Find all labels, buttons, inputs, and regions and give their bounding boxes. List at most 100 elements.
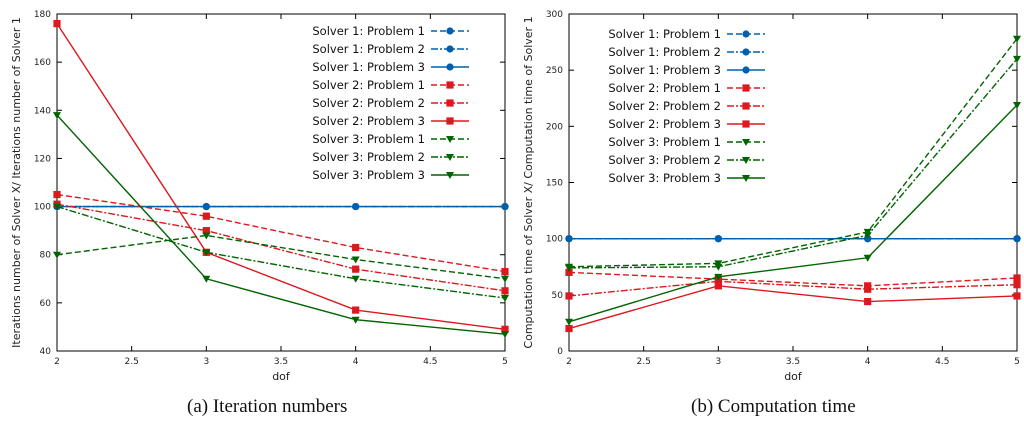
data-point: [565, 268, 573, 276]
series-line: [568, 285, 1018, 330]
y-tick-label: 60: [40, 299, 52, 309]
data-point: [714, 235, 722, 243]
x-tick-label: 4: [865, 357, 871, 367]
legend-marker: [742, 66, 750, 74]
legend-marker: [742, 48, 750, 56]
data-point: [53, 112, 61, 120]
x-tick-label: 5: [502, 357, 508, 367]
x-tick-label: 2.5: [125, 357, 139, 367]
y-tick-label: 0: [557, 347, 563, 357]
x-tick-label: 2: [566, 357, 572, 367]
legend-marker: [446, 81, 454, 89]
legend: Solver 1: Problem 1 Solver 1: Problem 2 So…: [608, 27, 765, 185]
legend-label: Solver 3: Problem 3: [312, 168, 425, 182]
legend-marker: [446, 136, 454, 143]
y-tick-label: 250: [546, 66, 563, 76]
x-tick-label: 2.5: [637, 357, 651, 367]
y-tick-label: 200: [546, 122, 563, 132]
y-tick-label: 40: [40, 347, 52, 357]
legend-marker: [446, 63, 454, 71]
data-point: [714, 273, 723, 281]
data-point: [1013, 35, 1021, 43]
legend-label: Solver 2: Problem 3: [312, 114, 425, 128]
legend-label: Solver 3: Problem 1: [312, 132, 425, 146]
series-9: [53, 112, 509, 339]
data-point: [565, 292, 573, 300]
data-point: [202, 202, 210, 211]
figure-caption: (a) Iteration numbers: [187, 396, 347, 417]
data-point: [53, 251, 61, 259]
y-tick-label: 180: [34, 10, 51, 20]
data-point: [565, 318, 573, 326]
data-point: [714, 282, 722, 290]
series-line: [568, 38, 1018, 268]
data-point: [1013, 55, 1021, 63]
data-point: [501, 275, 509, 283]
data-point: [53, 20, 61, 28]
data-point: [202, 212, 210, 220]
data-point: [565, 264, 573, 272]
x-tick-label: 2: [54, 357, 60, 367]
legend-marker: [446, 117, 454, 125]
legend-marker: [446, 45, 454, 53]
legend-marker: [742, 30, 750, 38]
data-point: [714, 263, 723, 271]
data-point: [202, 275, 211, 283]
legend-label: Solver 1: Problem 2: [608, 45, 721, 59]
y-axis-label: Iterations number of Solver X/ Iteration…: [10, 17, 23, 348]
legend-label: Solver 2: Problem 1: [608, 81, 721, 95]
x-axis-label: dof: [784, 370, 803, 383]
data-point: [53, 190, 61, 199]
legend-marker: [742, 84, 750, 92]
series-line: [568, 280, 1018, 297]
series-line: [56, 23, 506, 331]
x-tick-label: 4: [353, 357, 359, 367]
legend-label: Solver 3: Problem 2: [608, 153, 721, 167]
legend-label: Solver 3: Problem 2: [312, 150, 425, 164]
x-tick-label: 5: [1014, 357, 1020, 367]
legend-marker: [742, 120, 750, 128]
legend-marker: [446, 99, 454, 107]
data-point: [501, 287, 509, 295]
legend: Solver 1: Problem 1 Solver 1: Problem 2 So…: [312, 24, 469, 182]
series-4: [565, 268, 1021, 290]
data-point: [863, 232, 872, 240]
legend-marker: [446, 27, 454, 35]
series-line: [56, 234, 506, 280]
data-point: [501, 331, 509, 339]
legend-label: Solver 3: Problem 3: [608, 171, 721, 185]
legend-marker: [742, 157, 750, 164]
data-point: [53, 203, 61, 211]
series-line: [56, 114, 506, 335]
legend-label: Solver 1: Problem 1: [312, 24, 425, 38]
data-point: [352, 202, 360, 211]
y-tick-label: 150: [546, 179, 563, 189]
legend-marker: [742, 175, 750, 182]
series-4: [53, 190, 509, 276]
legend-label: Solver 2: Problem 2: [312, 96, 425, 110]
data-point: [202, 249, 211, 257]
series-5: [565, 277, 1021, 300]
data-point: [501, 267, 509, 276]
data-point: [1013, 235, 1021, 243]
data-point: [202, 232, 211, 240]
data-point: [565, 235, 573, 243]
chart-panel-1: 2 2.5 3 3.5 4 4.5 5 40 60 80 100 120 140 160 180 dof Ite…: [10, 10, 509, 383]
y-tick-label: 80: [40, 251, 52, 261]
y-tick-label: 100: [546, 235, 563, 245]
y-tick-label: 100: [34, 203, 51, 213]
data-point: [864, 285, 872, 293]
legend-label: Solver 3: Problem 1: [608, 135, 721, 149]
legend-label: Solver 1: Problem 3: [312, 60, 425, 74]
series-7: [53, 232, 509, 283]
x-tick-label: 4.5: [935, 357, 949, 367]
series-8: [53, 203, 509, 303]
data-point: [1013, 281, 1021, 289]
series-8: [565, 55, 1021, 272]
data-point: [352, 306, 360, 314]
data-point: [351, 316, 360, 324]
series-line: [568, 58, 1018, 269]
legend-label: Solver 1: Problem 3: [608, 63, 721, 77]
y-tick-label: 300: [546, 10, 563, 20]
series-9: [565, 101, 1021, 326]
